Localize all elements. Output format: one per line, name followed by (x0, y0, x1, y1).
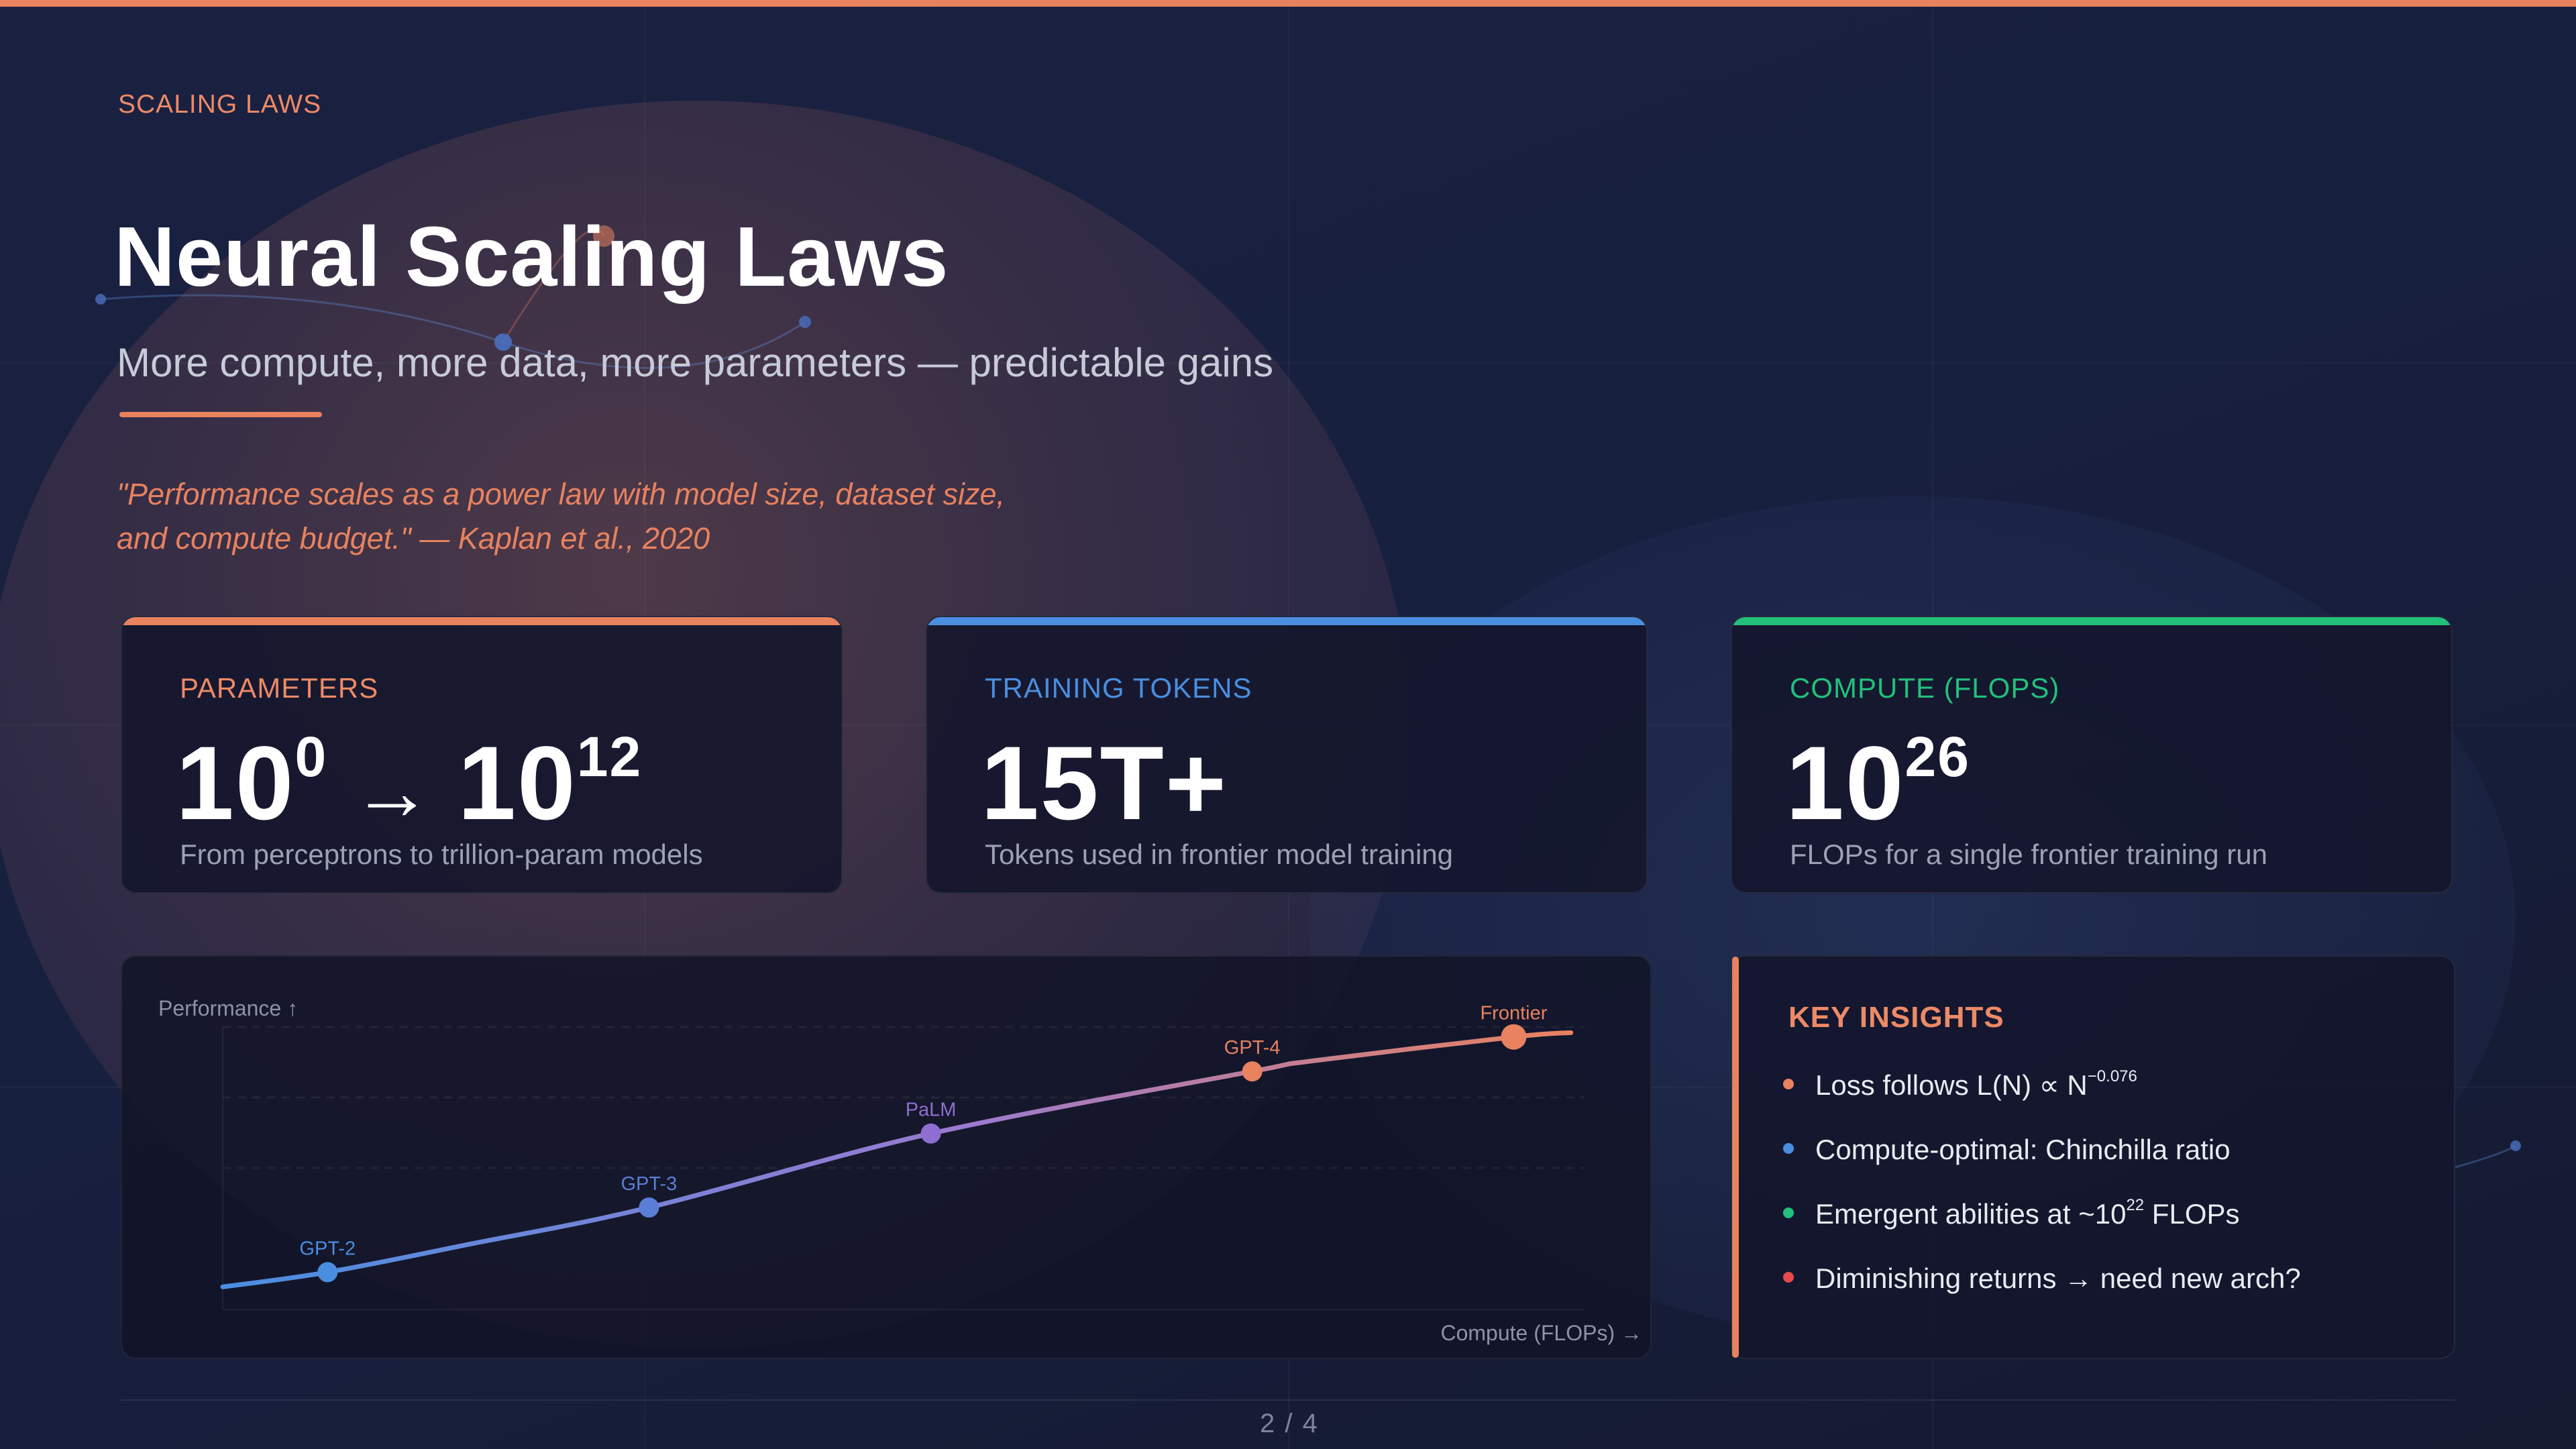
insight-exponent: 22 (2126, 1196, 2145, 1214)
card-accent-bar (927, 617, 1646, 625)
stat-card-training-tokens: TRAINING TOKENS 15T+ Tokens used in fron… (926, 616, 1648, 894)
value-exponent: 12 (576, 725, 643, 788)
section-eyebrow: SCALING LAWS (118, 90, 322, 119)
insights-list: Loss follows L(N) ∝ N−0.076 Compute-opti… (1779, 1069, 2301, 1327)
insights-accent-bar (1732, 957, 1739, 1358)
insights-title: KEY INSIGHTS (1788, 1001, 2004, 1034)
title-underline (119, 412, 322, 417)
list-item: Diminishing returns → need new arch? (1779, 1263, 2301, 1327)
y-axis-label: Performance ↑ (158, 996, 298, 1020)
insight-text: Compute-optimal: Chinchilla ratio (1815, 1134, 2231, 1165)
data-point-gpt-2 (317, 1262, 338, 1283)
bullet-dot-icon (1783, 1272, 1794, 1283)
page-subtitle: More compute, more data, more parameters… (117, 340, 1274, 385)
quote-line: and compute budget." — Kaplan et al., 20… (117, 521, 710, 555)
bullet-dot-icon (1783, 1208, 1794, 1218)
page-number: 2 / 4 (1260, 1409, 1319, 1438)
arrow-icon: → (352, 747, 434, 837)
footer-divider (121, 1399, 2455, 1401)
card-value: 100 → 1012 (176, 729, 642, 837)
value-exponent: 26 (1904, 725, 1970, 788)
value-base: 10 (176, 725, 295, 842)
top-accent-bar (0, 0, 2576, 7)
card-value: 15T+ (981, 725, 1228, 842)
scaling-chart: Performance ↑ Compute (FLOPs) → GPT-2 GPT… (158, 996, 1642, 1345)
bullet-dot-icon (1783, 1143, 1794, 1154)
value-base: 10 (458, 725, 577, 842)
stat-card-parameters: PARAMETERS 100 → 1012 From perceptrons to … (121, 616, 843, 894)
scaling-chart-panel: Performance ↑ Compute (FLOPs) → GPT-2 GPT… (121, 955, 1652, 1359)
card-label: PARAMETERS (180, 672, 379, 704)
card-label: COMPUTE (FLOPS) (1790, 672, 2060, 704)
key-insights-panel: KEY INSIGHTS Loss follows L(N) ∝ N−0.076… (1731, 955, 2455, 1359)
bullet-dot-icon (1783, 1079, 1794, 1089)
data-point-gpt-3 (639, 1197, 659, 1218)
data-point-label: PaLM (906, 1099, 957, 1121)
card-description: Tokens used in frontier model training (985, 839, 1454, 870)
stat-card-compute: COMPUTE (FLOPS) 1026 FLOPs for a single … (1731, 616, 2453, 894)
data-point-palm (920, 1123, 941, 1144)
card-label: TRAINING TOKENS (985, 672, 1252, 704)
card-value: 1026 (1786, 729, 1970, 836)
data-point-label: Frontier (1480, 1003, 1547, 1024)
insight-text: FLOPs (2144, 1198, 2240, 1230)
insight-text: Loss follows L(N) ∝ N (1815, 1069, 2088, 1101)
scaling-curve (220, 1030, 1574, 1289)
card-description: FLOPs for a single frontier training run (1790, 839, 2267, 870)
data-point-label: GPT-2 (299, 1238, 356, 1259)
insight-text: Emergent abilities at ~10 (1815, 1198, 2127, 1230)
page-title: Neural Scaling Laws (114, 209, 949, 304)
list-item: Emergent abilities at ~1022 FLOPs (1779, 1196, 2301, 1263)
data-point-gpt-4 (1242, 1061, 1263, 1082)
data-point-frontier (1501, 1024, 1527, 1050)
list-item: Compute-optimal: Chinchilla ratio (1779, 1134, 2301, 1198)
data-point-label: GPT-3 (621, 1173, 677, 1195)
insight-text: Diminishing returns → need new arch? (1815, 1263, 2301, 1294)
quote-line: "Performance scales as a power law with … (117, 477, 1006, 511)
insight-exponent: −0.076 (2087, 1067, 2137, 1085)
data-point-label: GPT-4 (1224, 1037, 1281, 1059)
value-exponent: 0 (294, 725, 328, 788)
value-base: 10 (1786, 725, 1905, 842)
list-item: Loss follows L(N) ∝ N−0.076 (1779, 1069, 2301, 1134)
quote: "Performance scales as a power law with … (117, 472, 1163, 561)
x-axis-label: Compute (FLOPs) → (1440, 1321, 1642, 1345)
card-accent-bar (122, 617, 841, 625)
card-accent-bar (1732, 617, 2451, 625)
card-description: From perceptrons to trillion-param model… (180, 839, 703, 870)
